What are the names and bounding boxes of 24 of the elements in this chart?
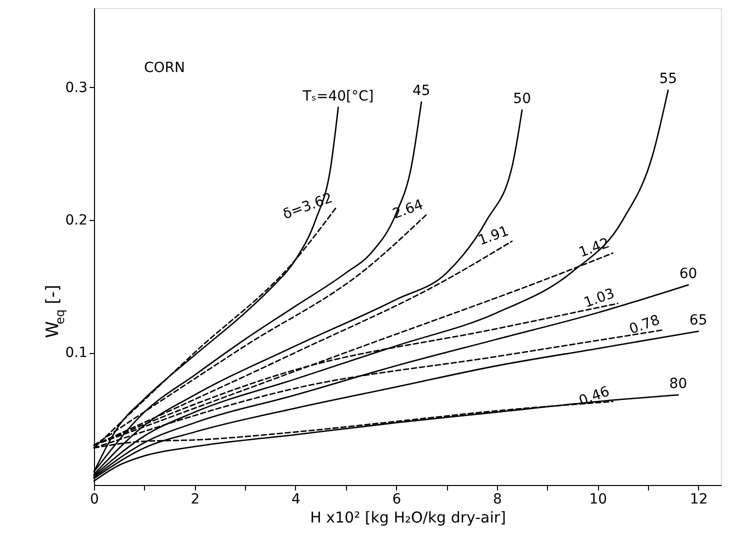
series-label: 65 — [689, 312, 708, 328]
annotation: CORN — [144, 60, 185, 76]
series-label: 45 — [412, 83, 430, 100]
series-label: 55 — [659, 71, 678, 88]
series-label: 60 — [679, 266, 698, 282]
series-label: 50 — [513, 91, 531, 108]
x-axis-title: H x10² [kg H₂O/kg dry-air] — [310, 508, 506, 526]
y-axis-title: Weq [-] — [43, 284, 67, 338]
text: 1.03 — [582, 286, 617, 312]
x-tick-label: 10 — [589, 492, 608, 508]
y-tick-label: 0.1 — [65, 345, 88, 361]
series-label: Tₛ=40[°C] — [302, 88, 374, 104]
y-tick-label: 0.3 — [65, 80, 88, 96]
x-tick-label: 6 — [392, 492, 402, 508]
x-tick-label: 8 — [492, 492, 502, 508]
x-tick-label: 2 — [190, 492, 200, 508]
x-tick-label: 12 — [690, 492, 708, 508]
x-tick-label: 4 — [291, 492, 300, 508]
text: 0.78 — [627, 312, 662, 338]
text: 1.91 — [476, 223, 511, 250]
y-tick-label: 0.2 — [65, 212, 88, 228]
x-tick-label: 0 — [90, 492, 99, 508]
text: 2.64 — [390, 196, 426, 223]
series-label: 80 — [669, 376, 688, 392]
